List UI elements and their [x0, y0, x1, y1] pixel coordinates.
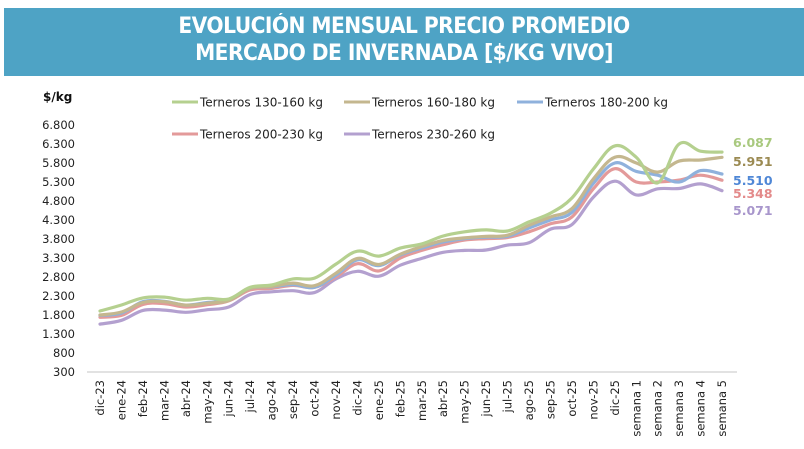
- x-tick-label: feb-24: [136, 380, 150, 417]
- x-tick-label: ago-25: [522, 380, 536, 420]
- y-tick-label: 1.800: [42, 308, 75, 322]
- x-tick-label: jul-25: [501, 380, 515, 413]
- legend-item-label: Terneros 200-230 kg: [199, 128, 323, 142]
- y-tick-label: 6.300: [42, 137, 75, 151]
- x-tick-label: jun-24: [222, 380, 236, 418]
- end-value-label: 5.348: [733, 186, 773, 201]
- y-tick-label: 800: [53, 346, 75, 360]
- x-tick-label: oct-24: [308, 380, 322, 417]
- x-tick-label: mar-24: [157, 380, 171, 421]
- series-line-160-180: [98, 154, 724, 317]
- series-line-130-160: [98, 140, 724, 313]
- x-tick-label: nov-25: [586, 380, 600, 420]
- x-tick-label: dic-25: [608, 380, 622, 416]
- x-tick-label: semana 5: [715, 380, 729, 437]
- y-tick-label: 300: [53, 365, 75, 379]
- x-axis-ticks: dic-23 ene-24 feb-24 mar-24 abr-24 may-24 jun-…: [93, 380, 729, 437]
- x-tick-label: mar-25: [415, 380, 429, 421]
- x-tick-label: semana 1: [629, 380, 643, 437]
- x-tick-label: semana 4: [694, 380, 708, 437]
- x-tick-label: abr-25: [436, 380, 450, 417]
- y-tick-label: 6.800: [42, 118, 75, 132]
- end-value-label: 5.071: [733, 203, 773, 218]
- y-tick-label: 3.300: [42, 251, 75, 265]
- x-tick-label: ene-25: [372, 380, 386, 420]
- legend-item-label: Terneros 130-160 kg: [199, 96, 323, 110]
- y-tick-label: 2.300: [42, 289, 75, 303]
- x-tick-label: jul-24: [243, 380, 257, 413]
- end-value-label: 6.087: [733, 135, 773, 150]
- x-tick-label: semana 2: [651, 380, 665, 437]
- x-tick-label: semana 3: [672, 380, 686, 437]
- series-line-230-260: [98, 179, 724, 326]
- chart-title-banner: EVOLUCIÓN MENSUAL PRECIO PROMEDIO MERCAD…: [4, 8, 804, 76]
- x-tick-label: sep-25: [543, 380, 557, 419]
- x-tick-label: dic-24: [350, 380, 364, 416]
- x-tick-label: may-25: [458, 380, 472, 424]
- x-tick-label: oct-25: [565, 380, 579, 417]
- y-tick-label: 2.800: [42, 270, 75, 284]
- x-tick-label: sep-24: [286, 380, 300, 419]
- legend-item-label: Terneros 180-200 kg: [544, 96, 668, 110]
- end-value-label: 5.510: [733, 173, 773, 188]
- legend: Terneros 130-160 kg Terneros 160-180 kg Te…: [172, 96, 668, 142]
- y-tick-label: 5.300: [42, 175, 75, 189]
- series-line-180-200: [98, 161, 724, 317]
- x-tick-label: abr-24: [179, 380, 193, 417]
- y-tick-label: 4.800: [42, 194, 75, 208]
- chart-title-line-1: EVOLUCIÓN MENSUAL PRECIO PROMEDIO: [178, 14, 630, 39]
- x-tick-label: nov-24: [329, 380, 343, 420]
- x-tick-label: ago-24: [265, 380, 279, 420]
- series-lines: [98, 140, 724, 326]
- y-tick-label: 5.800: [42, 156, 75, 170]
- legend-item-label: Terneros 230-260 kg: [371, 128, 495, 142]
- x-tick-label: feb-25: [393, 380, 407, 417]
- x-tick-label: may-24: [200, 380, 214, 424]
- legend-item-label: Terneros 160-180 kg: [371, 96, 495, 110]
- chart-title-line-2: MERCADO DE INVERNADA [$/KG VIVO]: [195, 41, 613, 66]
- y-tick-label: 3.800: [42, 232, 75, 246]
- y-axis-ticks: 6.800 6.300 5.800 5.300 4.800 4.300 3.800 3.300…: [42, 118, 75, 379]
- x-tick-label: ene-24: [114, 380, 128, 420]
- x-tick-label: jun-25: [479, 380, 493, 418]
- y-tick-label: 1.300: [42, 327, 75, 341]
- y-tick-label: 4.300: [42, 213, 75, 227]
- x-tick-label: dic-23: [93, 380, 107, 416]
- y-axis-label: $/kg: [43, 90, 72, 104]
- end-value-label: 5.951: [733, 154, 773, 169]
